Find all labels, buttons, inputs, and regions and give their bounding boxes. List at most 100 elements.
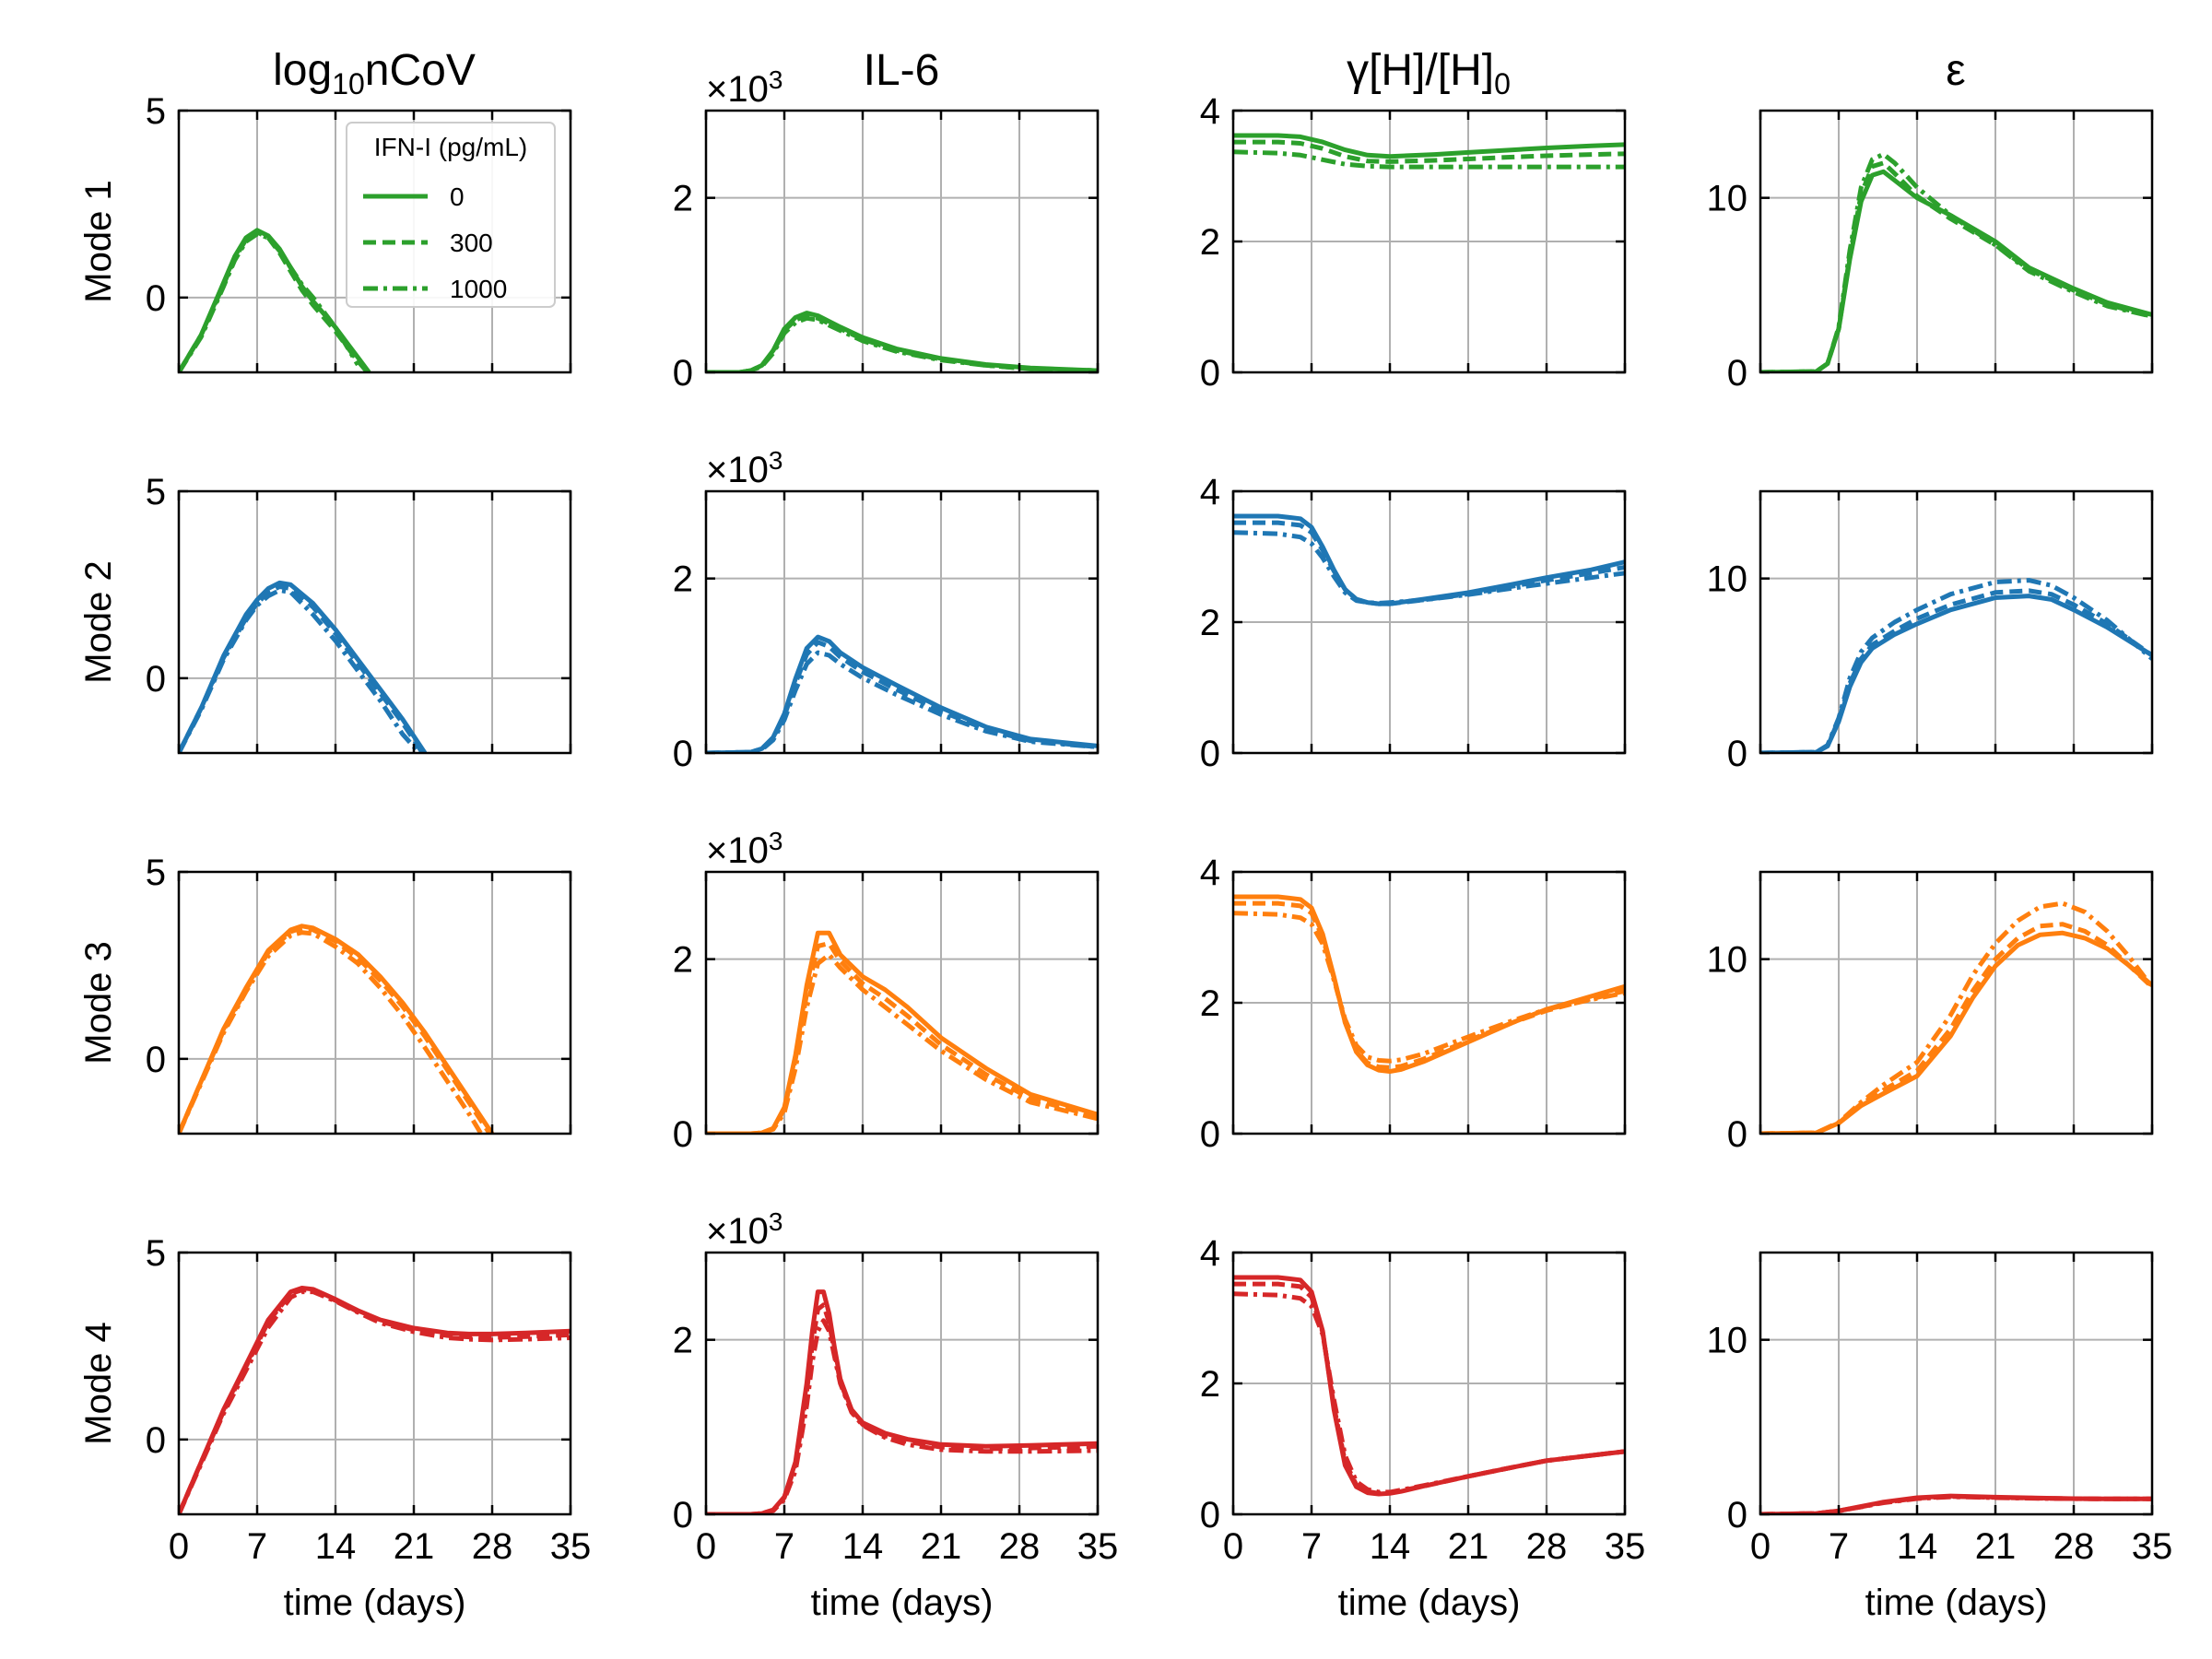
x-tick-label: 35 <box>1077 1526 1119 1567</box>
y-tick-label: 5 <box>146 853 166 893</box>
y-tick-label: 5 <box>146 91 166 132</box>
series-dashdot <box>1760 900 2152 1134</box>
axes-frame <box>1759 1251 2154 1516</box>
series-dashed <box>179 1288 571 1514</box>
panel-r3c4: 0 10 <box>1707 870 2154 1155</box>
title-il6: IL-6 <box>864 46 940 95</box>
y-tick-label: 2 <box>1200 603 1220 643</box>
axes-frame <box>704 870 1100 1135</box>
y-tick-label: 4 <box>1200 1233 1220 1274</box>
y-tick-label: 0 <box>1727 1114 1747 1155</box>
axes-frame <box>177 109 572 374</box>
y-tick-label: 2 <box>673 179 693 219</box>
x-axis-label: time (days) <box>1865 1583 2048 1623</box>
series-solid <box>706 634 1098 753</box>
axes-frame <box>177 489 572 755</box>
y-tick-label: 2 <box>1200 983 1220 1024</box>
y-tick-label: 2 <box>673 559 693 600</box>
series-solid <box>1233 513 1625 606</box>
axes-frame <box>704 1251 1100 1516</box>
panel-r3c2: 0 2 ×103 <box>673 827 1100 1155</box>
multiplier-label: ×103 <box>706 446 782 490</box>
series-dashdot <box>1233 911 1625 1064</box>
y-tick-label: 0 <box>146 278 166 319</box>
y-tick-label: 0 <box>1200 353 1220 394</box>
series-dashed <box>1760 160 2152 372</box>
y-tick-label: 5 <box>146 472 166 512</box>
series-dashdot <box>1760 1494 2152 1514</box>
series-dashdot <box>706 1318 1098 1514</box>
series-dashed <box>179 584 426 753</box>
series-dashed <box>1233 900 1625 1070</box>
x-tick-label: 14 <box>315 1526 357 1567</box>
y-tick-label: 2 <box>1200 1364 1220 1405</box>
y-tick-label: 4 <box>1200 91 1220 132</box>
x-tick-label: 28 <box>472 1526 513 1567</box>
series-dashdot <box>1760 578 2152 753</box>
column-titles: log10nCoV IL-6 γ[H]/[H]0 ε <box>273 46 1966 100</box>
x-tick-label: 0 <box>696 1526 716 1567</box>
x-tick-label: 7 <box>1301 1526 1322 1567</box>
axes-frame <box>177 1251 572 1516</box>
axes-frame <box>1759 489 2154 755</box>
panel-r4c4: 0 7 14 21 28 35 0 10 time (days) <box>1707 1251 2173 1623</box>
y-tick-label: 0 <box>673 1114 693 1155</box>
x-axis-label: time (days) <box>811 1583 994 1623</box>
y-tick-label: 0 <box>146 1040 166 1080</box>
x-axis-label: time (days) <box>284 1583 466 1623</box>
x-tick-label: 35 <box>1605 1526 1646 1567</box>
x-tick-label: 21 <box>394 1526 435 1567</box>
panel-r3c3: 0 2 4 <box>1200 853 1627 1155</box>
multiplier-label: ×103 <box>706 827 782 871</box>
legend-label: 1000 <box>450 275 507 303</box>
series-dashdot <box>1233 530 1625 606</box>
title-h: γ[H]/[H]0 <box>1347 46 1511 100</box>
y-tick-label: 10 <box>1707 1321 1748 1361</box>
series-dashdot <box>179 1289 571 1514</box>
series-dashed <box>1760 588 2152 753</box>
panel-r1c4: 0 10 <box>1707 109 2154 394</box>
x-tick-label: 0 <box>1223 1526 1243 1567</box>
series-solid <box>1760 169 2152 372</box>
panel-r3c1: 0 5 Mode 3 <box>78 853 572 1135</box>
y-tick-label: 0 <box>1727 1495 1747 1535</box>
y-tick-label: 0 <box>146 659 166 700</box>
x-tick-label: 7 <box>247 1526 267 1567</box>
y-tick-label: 0 <box>673 734 693 774</box>
x-axis-label: time (days) <box>1338 1583 1521 1623</box>
x-tick-label: 35 <box>550 1526 592 1567</box>
axes-frame <box>177 870 572 1135</box>
y-tick-label: 0 <box>673 1495 693 1535</box>
x-tick-label: 7 <box>1829 1526 1849 1567</box>
series-dashed <box>1233 1281 1625 1496</box>
y-tick-label: 5 <box>146 1233 166 1274</box>
row-label: Mode 3 <box>78 941 119 1064</box>
legend-box <box>346 122 556 308</box>
y-tick-label: 10 <box>1707 559 1748 600</box>
x-tick-label: 28 <box>999 1526 1041 1567</box>
x-tick-label: 14 <box>1897 1526 1938 1567</box>
panel-r1c1: 0 5 Mode 1 <box>78 91 572 374</box>
x-tick-label: 35 <box>2132 1526 2173 1567</box>
legend-title: IFN-I (pg/mL) <box>374 133 527 161</box>
series-dashdot <box>179 588 421 753</box>
y-tick-label: 10 <box>1707 179 1748 219</box>
series-dashdot <box>1760 151 2152 372</box>
axes-frame <box>1759 870 2154 1135</box>
series-dashed <box>1233 139 1625 164</box>
series-dashed <box>706 1302 1098 1514</box>
series-dashdot <box>1233 149 1625 170</box>
panel-r2c2: 0 2 ×103 <box>673 446 1100 774</box>
series-solid <box>1760 930 2152 1134</box>
x-tick-label: 7 <box>774 1526 794 1567</box>
y-tick-label: 0 <box>1727 734 1747 774</box>
series-dashed <box>1233 520 1625 606</box>
y-tick-label: 0 <box>1200 1495 1220 1535</box>
row-label: Mode 1 <box>78 180 119 302</box>
series-dashed <box>179 229 371 372</box>
series-dashdot <box>706 315 1098 372</box>
series-dashdot <box>179 231 360 372</box>
panel-r4c2: 0 7 14 21 28 35 0 2 ×103 time (days) <box>673 1207 1119 1623</box>
panel-r1c2: 0 2 ×103 <box>673 65 1100 394</box>
